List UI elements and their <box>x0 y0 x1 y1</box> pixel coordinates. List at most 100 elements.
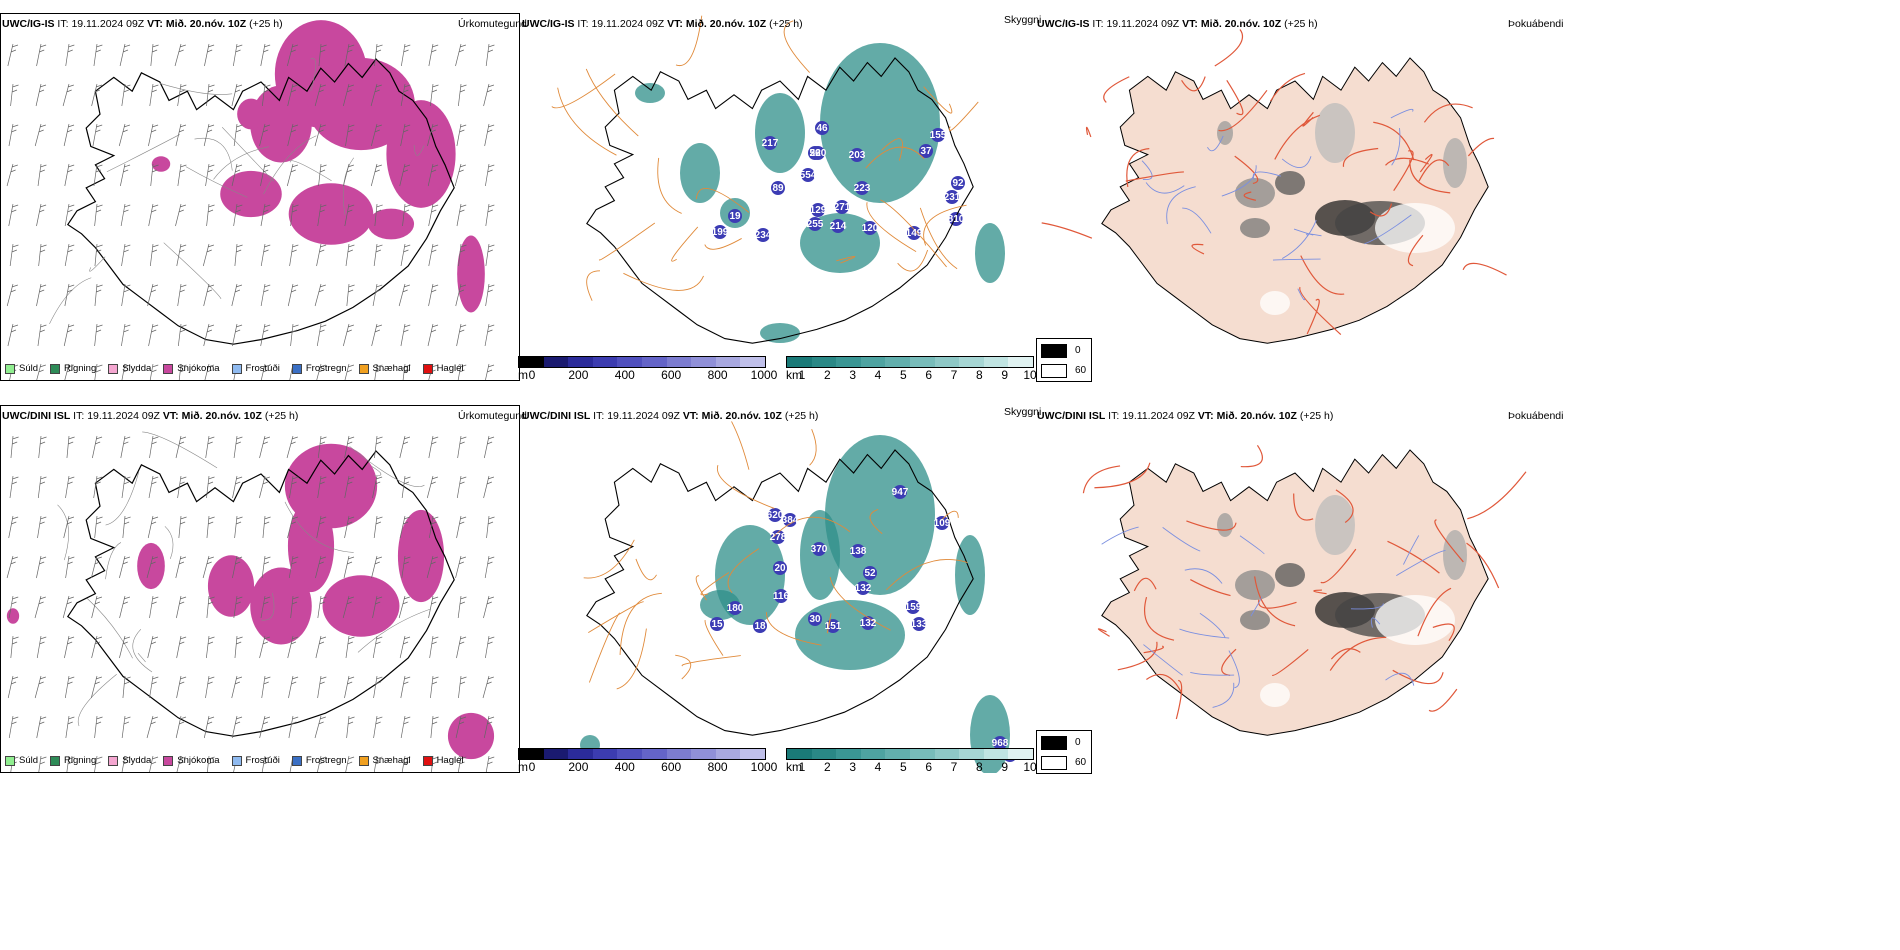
wind-barb <box>150 163 159 187</box>
wind-barb <box>121 283 131 307</box>
vt-label: VT: <box>667 18 683 30</box>
colorbar-tick: 2 <box>823 368 831 382</box>
road-line <box>1306 298 1320 335</box>
legend-item: Frostúði <box>231 363 280 374</box>
fog-patch <box>1260 683 1290 707</box>
colorbar-segment <box>568 749 593 759</box>
road-line <box>371 466 382 477</box>
wind-barb <box>427 323 439 347</box>
vt-label: VT: <box>1197 410 1214 422</box>
wind-barb <box>121 323 131 347</box>
wind-barb <box>231 163 243 187</box>
it-time: 19.11.2024 09Z <box>1122 410 1195 422</box>
wind-barb <box>401 475 411 499</box>
visibility-panel-row2: 620 384 947 109 278 370 138 52 20 132 116 180 15 18 30… <box>520 405 1035 773</box>
wind-barb <box>485 243 495 267</box>
wind-barb <box>231 675 243 699</box>
wind-barb <box>374 203 383 227</box>
road-line <box>939 510 959 523</box>
wind-barb <box>342 595 354 619</box>
wind-barb <box>261 83 271 107</box>
wind-barb <box>260 283 271 307</box>
very-low-visibility-spot <box>768 508 782 522</box>
road-line <box>1126 147 1150 188</box>
visibility-panel-row1: 217 46 220 56 554 203 155 37 89 223 92 231 129 271 810… <box>520 13 1035 381</box>
visibility-value-label: 46 <box>816 123 828 134</box>
wind-barb <box>206 203 215 227</box>
river-line <box>1396 549 1446 577</box>
river-line <box>1403 535 1420 565</box>
wind-barb <box>314 83 326 107</box>
road-line <box>1417 587 1452 637</box>
wind-barb <box>458 675 467 699</box>
wind-barb <box>373 675 383 699</box>
wind-barb <box>372 635 383 659</box>
road-line <box>557 87 617 156</box>
fog-patch <box>1235 570 1275 600</box>
wind-barb <box>64 243 75 267</box>
fog-legend-swatch <box>1041 364 1067 378</box>
wind-barb <box>202 243 214 267</box>
wind-barb <box>233 595 243 619</box>
road-line <box>880 199 947 268</box>
river-line <box>1350 603 1384 610</box>
road-line <box>886 559 968 591</box>
colorbar-segment <box>617 749 642 759</box>
road-line <box>1175 679 1183 720</box>
colorbar-tick: 800 <box>707 368 728 382</box>
wind-barb <box>232 555 243 579</box>
wind-barb <box>344 203 355 227</box>
road-line <box>194 137 233 171</box>
very-low-visibility-spot <box>728 601 742 615</box>
road-line <box>923 204 967 246</box>
very-low-visibility-spot <box>919 144 933 158</box>
visibility-value-label: 132 <box>860 618 877 629</box>
road-line <box>919 207 958 270</box>
vt-time: Mið. 20.nóv. 10Z <box>181 410 262 422</box>
legend-swatch <box>291 363 302 374</box>
wind-barb <box>66 755 75 772</box>
fog-legend-label: 60 <box>1075 365 1087 376</box>
wind-barb <box>6 163 18 187</box>
visibility-value-label: 92 <box>952 178 964 189</box>
road-line <box>263 135 317 195</box>
fog-field <box>1217 103 1467 315</box>
very-low-visibility-spot <box>906 600 920 614</box>
colorbar-tick: 1 <box>798 368 806 382</box>
wind-barb <box>122 675 131 699</box>
lead-time: (+25 h) <box>264 410 299 422</box>
wind-barb <box>314 283 326 307</box>
very-low-visibility-spot <box>801 168 815 182</box>
wind-barb <box>316 515 327 539</box>
wind-barb <box>36 555 47 579</box>
coastline <box>586 57 974 344</box>
road-line <box>261 592 275 621</box>
wind-barb <box>483 83 495 107</box>
wind-barb <box>34 675 46 699</box>
wind-barb <box>288 675 299 699</box>
road-line <box>1254 576 1296 627</box>
road-line <box>1300 255 1345 295</box>
river-line <box>1390 108 1414 119</box>
visibility-value-label: 223 <box>854 183 871 194</box>
wind-barb <box>65 43 75 67</box>
river-line <box>1190 671 1235 676</box>
river-line <box>1199 612 1226 638</box>
road-line <box>1392 669 1444 685</box>
wind-barb <box>94 715 103 739</box>
model-name: UWC/IG-IS <box>2 18 55 30</box>
legend-swatch <box>231 755 242 766</box>
wind-barb <box>62 83 74 107</box>
wind-barb <box>119 635 130 659</box>
it-label: IT: <box>1092 18 1104 30</box>
wind-barb <box>428 43 439 67</box>
river-line <box>1364 214 1412 245</box>
colorbar-segment <box>983 749 1009 759</box>
visibility-value-label: 199 <box>712 227 729 238</box>
wind-barb <box>458 755 467 772</box>
wind-barb <box>147 515 159 539</box>
wind-barb <box>344 43 355 67</box>
vt-label: VT: <box>682 410 699 422</box>
snowfall-patch <box>237 98 265 130</box>
colorbar-segment <box>811 357 837 367</box>
